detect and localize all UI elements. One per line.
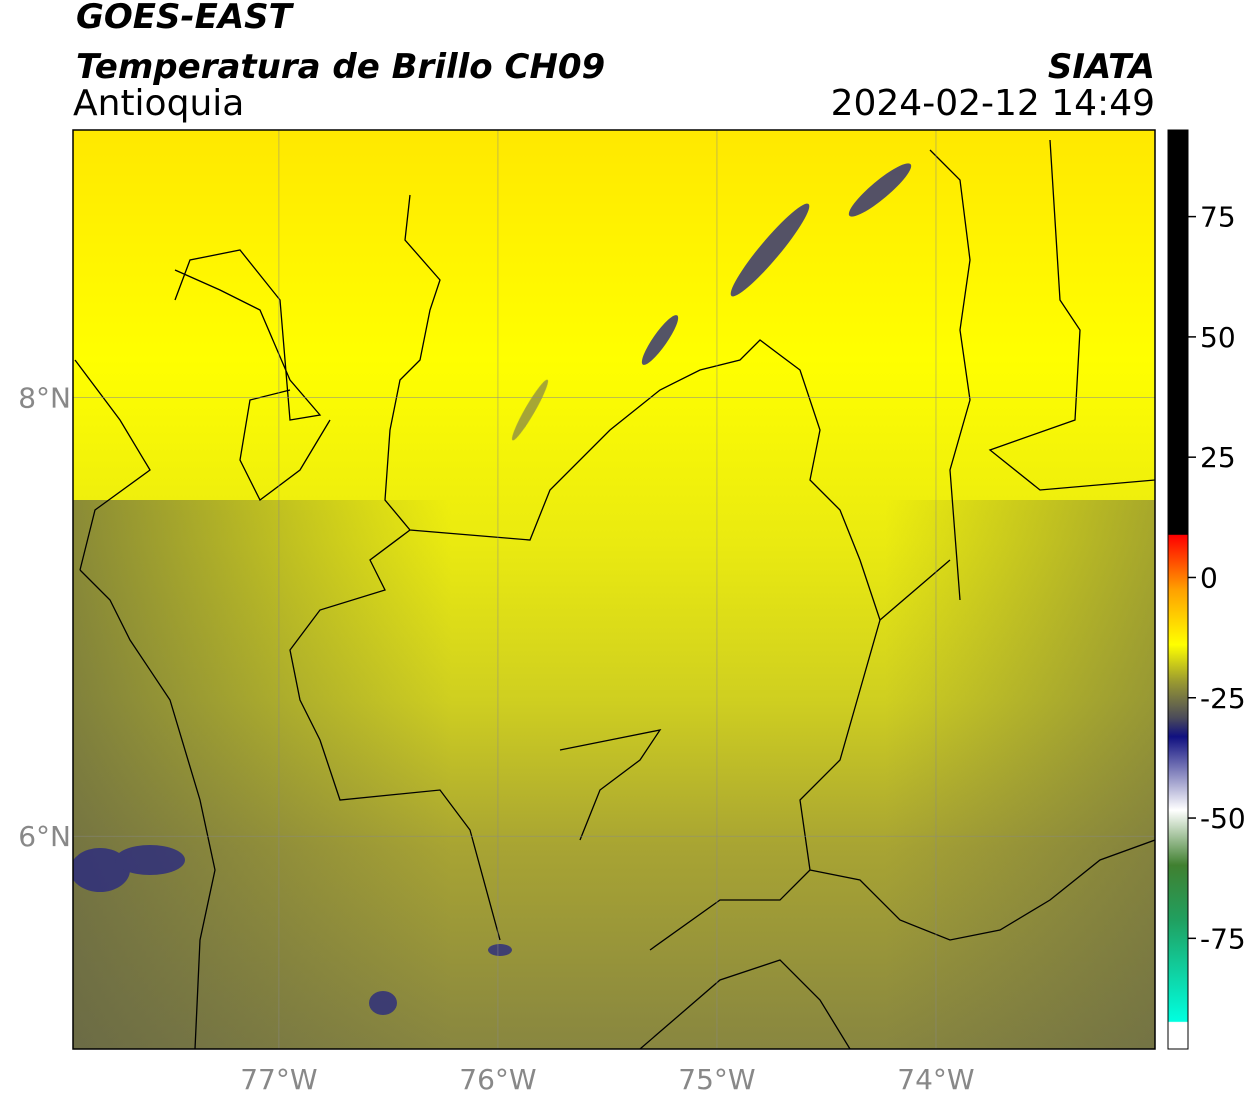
cold-clouds [73,163,912,1015]
x-tick-label: 74°W [897,1063,974,1096]
colorbar-tick-label: -75 [1200,922,1246,955]
region: Antioquia [73,83,244,124]
graticule [73,130,1155,1049]
x-tick-label: 75°W [678,1063,755,1096]
colorbar-tick-label: -50 [1200,802,1246,835]
source: SIATA [1048,47,1155,87]
colorbar-tick-label: 75 [1200,201,1236,234]
header: GOES-EAST Temperatura de Brillo CH09 Ant… [73,0,1155,124]
datetime: 2024-02-12 14:49 [831,83,1155,124]
colorbar-tick-label: 50 [1200,321,1236,354]
colorbar-tick-label: 25 [1200,441,1236,474]
x-tick-label: 77°W [240,1063,317,1096]
colorbar-tick-label: -25 [1200,682,1246,715]
map-frame [72,129,1156,1050]
title: Temperatura de Brillo CH09 [76,47,605,87]
map-shade [73,500,1155,1049]
satellite: GOES-EAST [76,0,295,37]
y-tick-label: 6°N [18,820,71,853]
colorbar-tick-label: 0 [1200,561,1218,594]
map-image [73,130,1155,1049]
boundaries [74,139,1155,1049]
colorbar [1167,129,1189,1050]
y-tick-label: 8°N [18,382,71,415]
x-tick-label: 76°W [459,1063,536,1096]
